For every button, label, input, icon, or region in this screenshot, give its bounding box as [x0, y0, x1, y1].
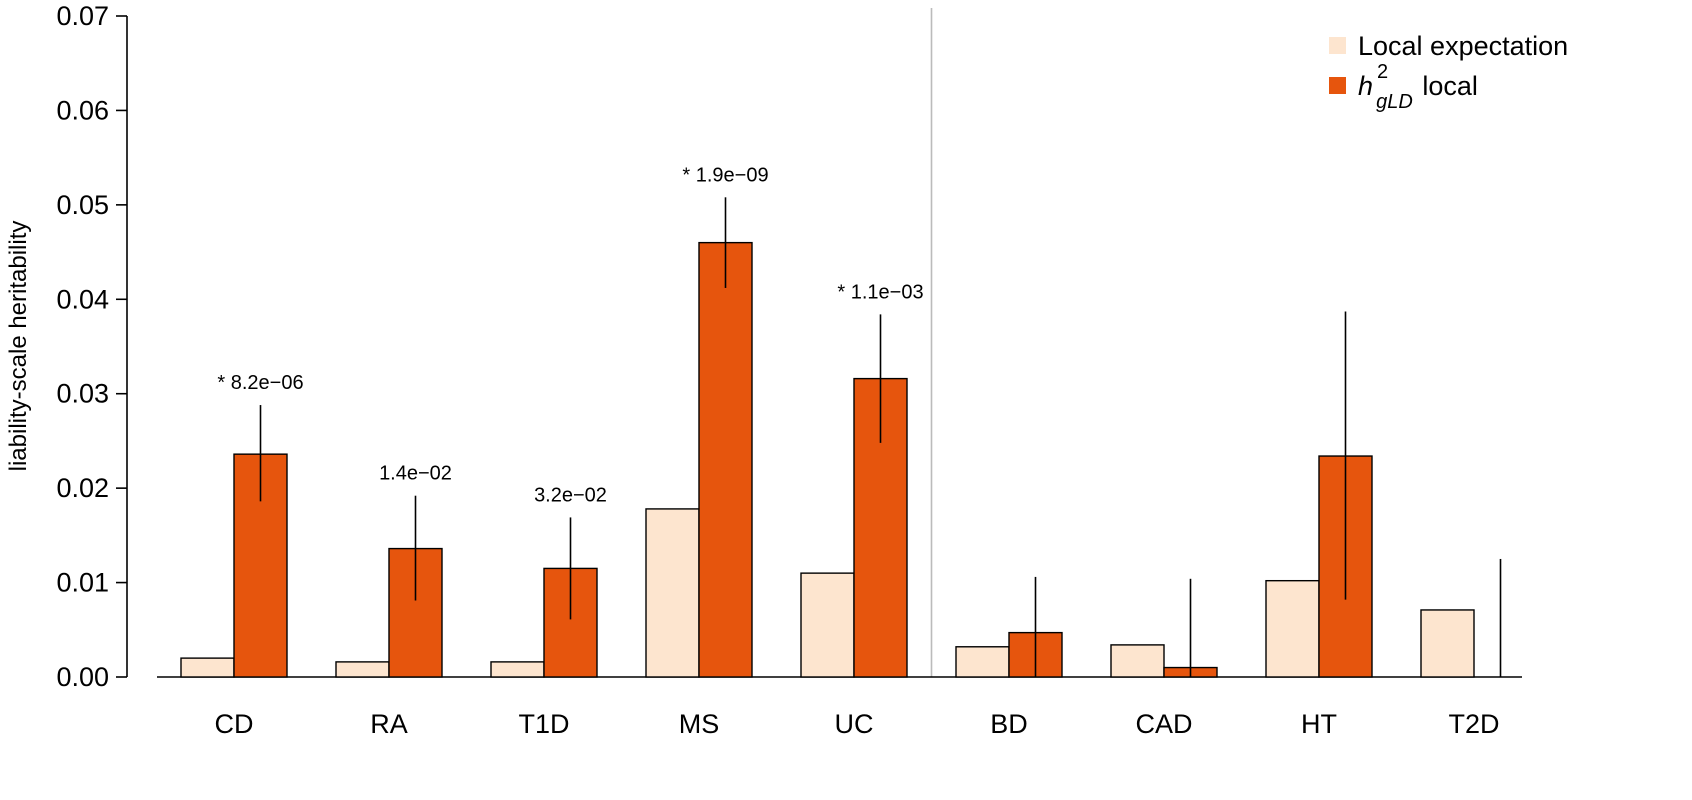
bar-local-expectation-t1d	[490, 661, 545, 678]
y-tick-label: 0.00	[56, 662, 109, 692]
y-axis-label: liability-scale heritability	[5, 221, 32, 472]
error-bars	[259, 197, 1502, 677]
annotations: * 8.2e−06 1.4e−02 3.2e−02 * 1.9e−09 * 1.1e−0…	[217, 164, 923, 506]
bars	[157, 241, 1522, 678]
legend-swatch-hgld-local	[1329, 77, 1346, 94]
annotation-ms: * 1.9e−09	[682, 164, 768, 186]
bar-local-expectation-ht	[1265, 579, 1320, 678]
x-tick-label-bd: BD	[990, 709, 1028, 739]
x-tick-label-ht: HT	[1301, 709, 1337, 739]
y-tick-label: 0.03	[56, 379, 109, 409]
x-tick-label-uc: UC	[835, 709, 874, 739]
x-tick-label-ra: RA	[370, 709, 408, 739]
y-tick-label: 0.01	[56, 568, 109, 598]
bar-local-expectation-ra	[335, 661, 390, 678]
x-tick-label-cd: CD	[215, 709, 254, 739]
y-axis: 0.00 0.01 0.02 0.03 0.04 0.05 0.06 0.07	[56, 1, 128, 692]
y-tick-label: 0.06	[56, 95, 109, 125]
x-tick-label-ms: MS	[679, 709, 720, 739]
annotation-uc: * 1.1e−03	[837, 281, 923, 303]
x-tick-label-t1d: T1D	[518, 709, 569, 739]
x-axis-labels: CD RA T1D MS UC BD CAD HT T2D	[215, 709, 1500, 739]
annotation-ra: 1.4e−02	[379, 463, 452, 485]
x-tick-label-cad: CAD	[1135, 709, 1192, 739]
bar-local-expectation-uc	[800, 572, 855, 678]
bar-local-expectation-t2d	[1420, 609, 1475, 678]
legend-label-hgld-local: h 2 gLD local	[1358, 61, 1478, 113]
legend-swatch-local-expectation	[1329, 37, 1346, 54]
y-tick-label: 0.05	[56, 190, 109, 220]
bar-hgld-local-ms	[698, 241, 753, 678]
annotation-t1d: 3.2e−02	[534, 484, 607, 506]
bar-local-expectation-cd	[180, 657, 235, 678]
bar-local-expectation-bd	[955, 646, 1010, 678]
annotation-cd: * 8.2e−06	[217, 372, 303, 394]
x-tick-label-t2d: T2D	[1448, 709, 1499, 739]
legend-label-local-expectation: Local expectation	[1358, 31, 1568, 61]
y-tick-label: 0.02	[56, 473, 109, 503]
y-tick-label: 0.04	[56, 284, 109, 314]
y-tick-label: 0.07	[56, 1, 109, 31]
bar-local-expectation-cad	[1110, 644, 1165, 678]
bar-local-expectation-ms	[645, 508, 700, 678]
